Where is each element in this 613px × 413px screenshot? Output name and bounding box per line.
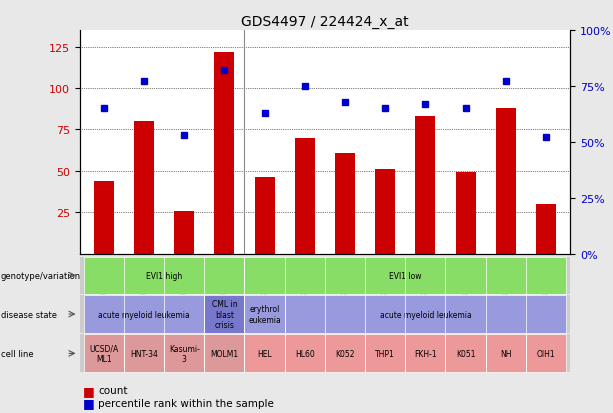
Text: HL60: HL60 xyxy=(295,349,314,358)
Text: count: count xyxy=(98,385,128,395)
Bar xyxy=(335,153,355,254)
Bar xyxy=(455,173,476,254)
Text: Kasumi-
3: Kasumi- 3 xyxy=(169,344,200,363)
Text: FKH-1: FKH-1 xyxy=(414,349,436,358)
Text: OIH1: OIH1 xyxy=(536,349,555,358)
Text: MOLM1: MOLM1 xyxy=(210,349,238,358)
Text: THP1: THP1 xyxy=(375,349,395,358)
Bar xyxy=(254,178,275,254)
Text: erythrol
eukemia: erythrol eukemia xyxy=(248,305,281,324)
Text: acute myeloid leukemia: acute myeloid leukemia xyxy=(379,310,471,319)
Text: ■: ■ xyxy=(83,396,94,409)
Text: EVI1 high: EVI1 high xyxy=(146,271,182,280)
Text: ■: ■ xyxy=(83,384,94,397)
Text: percentile rank within the sample: percentile rank within the sample xyxy=(98,398,274,408)
Text: UCSD/A
ML1: UCSD/A ML1 xyxy=(89,344,118,363)
Text: HNT-34: HNT-34 xyxy=(130,349,158,358)
Bar xyxy=(375,170,395,254)
Bar xyxy=(536,204,556,254)
Bar xyxy=(134,122,154,254)
Text: K052: K052 xyxy=(335,349,355,358)
Bar xyxy=(94,181,114,254)
Bar xyxy=(496,109,516,254)
Text: NH: NH xyxy=(500,349,511,358)
Title: GDS4497 / 224424_x_at: GDS4497 / 224424_x_at xyxy=(241,14,409,28)
Text: disease state: disease state xyxy=(1,310,56,319)
Bar xyxy=(174,211,194,254)
Text: cell line: cell line xyxy=(1,349,33,358)
Text: K051: K051 xyxy=(456,349,475,358)
Bar xyxy=(215,52,234,254)
Text: HEL: HEL xyxy=(257,349,272,358)
Bar xyxy=(416,117,435,254)
Text: genotype/variation: genotype/variation xyxy=(1,271,81,280)
Text: CML in
blast
crisis: CML in blast crisis xyxy=(211,299,237,329)
Text: EVI1 low: EVI1 low xyxy=(389,271,422,280)
Text: acute myeloid leukemia: acute myeloid leukemia xyxy=(98,310,190,319)
Bar xyxy=(295,138,315,254)
